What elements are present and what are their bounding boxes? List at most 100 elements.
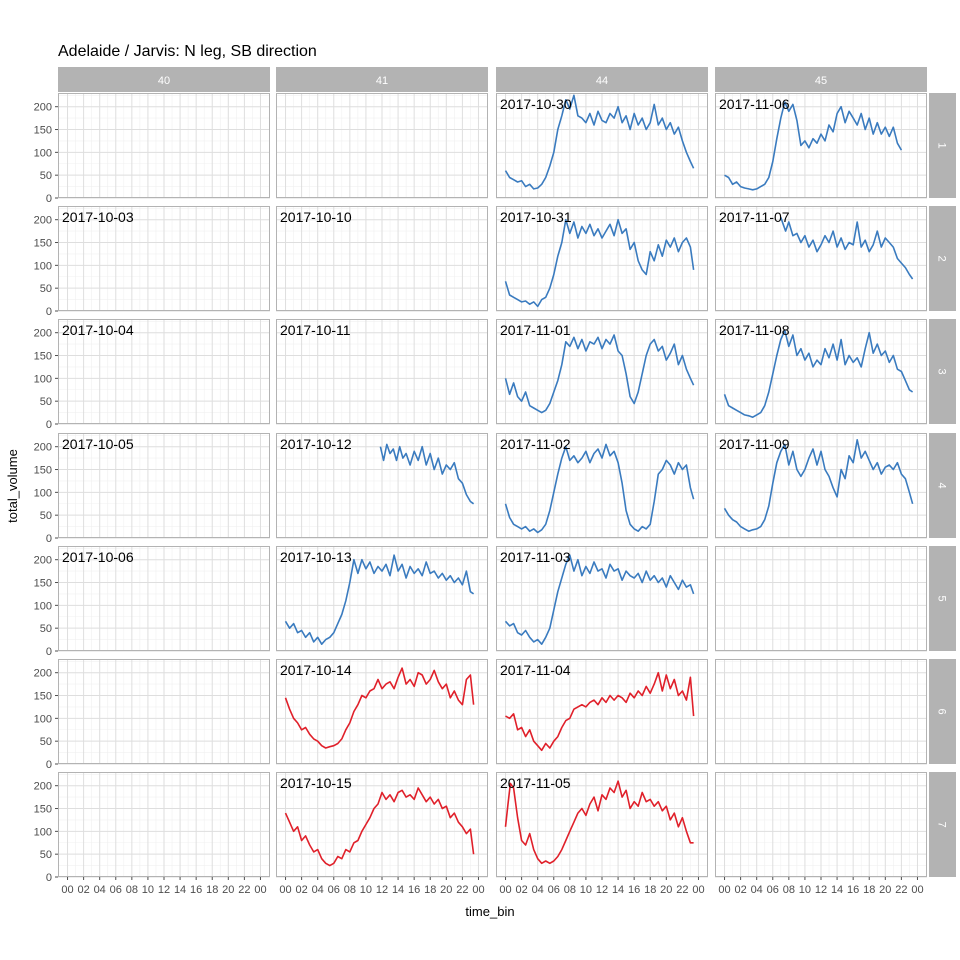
series-line-2017-11-05 — [504, 780, 694, 865]
row-strip-3 — [929, 319, 956, 424]
y-tick-label: 0 — [46, 419, 52, 431]
panel-date-label: 2017-10-15 — [280, 775, 352, 791]
series-line-2017-11-03 — [504, 554, 695, 646]
panel-40-3 — [58, 319, 270, 425]
series-line-2017-11-07 — [780, 217, 914, 280]
y-tick-label: 100 — [34, 826, 52, 838]
y-tick-label: 200 — [34, 442, 52, 454]
panel-border — [496, 546, 708, 651]
panel-border — [276, 206, 488, 311]
x-tick-label: 14 — [612, 884, 624, 896]
y-tick-label: 100 — [34, 373, 52, 385]
panel-date-label: 2017-10-13 — [280, 549, 352, 565]
y-tick-label: 50 — [40, 170, 52, 182]
series-line-2017-10-13 — [284, 554, 475, 646]
series-line-2017-11-02 — [504, 443, 695, 534]
y-tick-label: 150 — [34, 125, 52, 137]
panel-44-7 — [496, 772, 708, 878]
panel-border — [496, 433, 708, 538]
row-strip-label: 5 — [936, 595, 948, 601]
x-tick-label: 04 — [94, 884, 106, 896]
panel-border — [715, 772, 927, 877]
panel-border — [715, 93, 927, 198]
row-strip-label: 7 — [936, 821, 948, 827]
panel-border — [496, 772, 708, 877]
row-strip-label: 6 — [936, 708, 948, 714]
panel-border — [496, 93, 708, 198]
panel-border — [58, 546, 270, 651]
y-tick-label: 200 — [34, 215, 52, 227]
panel-border — [276, 319, 488, 424]
x-tick-label: 00 — [718, 884, 730, 896]
y-tick-label: 100 — [34, 260, 52, 272]
panel-40-2 — [58, 206, 270, 312]
x-tick-label: 00 — [279, 884, 291, 896]
panel-border — [276, 546, 488, 651]
series-line-2017-11-09 — [723, 438, 914, 533]
x-tick-label: 00 — [61, 884, 73, 896]
panel-date-label: 2017-10-31 — [500, 209, 572, 225]
series-line-2017-11-04 — [505, 671, 695, 752]
col-strip-label: 40 — [158, 75, 170, 87]
x-tick-label: 20 — [879, 884, 891, 896]
y-tick-label: 0 — [46, 872, 52, 884]
x-tick-label: 20 — [440, 884, 452, 896]
x-tick-label: 14 — [831, 884, 843, 896]
panel-45-6 — [715, 659, 927, 765]
row-strip-2 — [929, 206, 956, 311]
y-tick-label: 50 — [40, 396, 52, 408]
panel-40-4 — [58, 433, 270, 539]
y-tick-label: 150 — [34, 238, 52, 250]
panel-41-6 — [276, 659, 488, 765]
chart-title: Adelaide / Jarvis: N leg, SB direction — [58, 43, 317, 60]
panel-date-label: 2017-10-14 — [280, 662, 352, 678]
panel-border — [715, 433, 927, 538]
row-strip-label: 2 — [936, 255, 948, 261]
series-line-2017-10-31 — [504, 218, 695, 308]
panel-date-label: 2017-11-08 — [719, 322, 790, 338]
panel-border — [496, 659, 708, 764]
panel-border — [58, 93, 270, 198]
x-tick-label: 02 — [734, 884, 746, 896]
col-strip-label: 45 — [815, 75, 827, 87]
panel-date-label: 2017-10-10 — [280, 209, 352, 225]
x-tick-label: 18 — [424, 884, 436, 896]
row-strip-6 — [929, 659, 956, 764]
y-tick-label: 150 — [34, 465, 52, 477]
series-line-2017-11-06 — [724, 101, 903, 191]
x-tick-label: 12 — [596, 884, 608, 896]
y-tick-label: 150 — [34, 804, 52, 816]
x-tick-label: 22 — [238, 884, 250, 896]
panel-border — [715, 659, 927, 764]
panel-41-2 — [276, 206, 488, 312]
panel-date-label: 2017-11-01 — [500, 322, 571, 338]
panel-44-1 — [496, 93, 708, 199]
panel-border — [58, 659, 270, 764]
x-tick-label: 10 — [360, 884, 372, 896]
y-tick-label: 150 — [34, 691, 52, 703]
panel-45-2 — [715, 206, 927, 312]
panel-border — [276, 433, 488, 538]
panel-date-label: 2017-10-12 — [280, 436, 352, 452]
y-tick-label: 0 — [46, 646, 52, 658]
x-tick-label: 10 — [142, 884, 154, 896]
x-tick-label: 10 — [799, 884, 811, 896]
y-tick-label: 0 — [46, 193, 52, 205]
x-tick-label: 00 — [254, 884, 266, 896]
series-line-2017-11-01 — [504, 334, 695, 414]
y-tick-label: 50 — [40, 283, 52, 295]
x-tick-label: 10 — [580, 884, 592, 896]
x-tick-label: 18 — [206, 884, 218, 896]
x-tick-label: 20 — [660, 884, 672, 896]
x-tick-label: 08 — [126, 884, 138, 896]
series-line-2017-11-08 — [723, 329, 914, 419]
x-tick-label: 02 — [515, 884, 527, 896]
panel-40-7 — [58, 772, 270, 878]
y-axis-title: total_volume — [5, 449, 20, 523]
y-tick-label: 50 — [40, 736, 52, 748]
panel-44-2 — [496, 206, 708, 312]
panel-border — [715, 206, 927, 311]
x-tick-label: 06 — [767, 884, 779, 896]
panel-border — [715, 319, 927, 424]
